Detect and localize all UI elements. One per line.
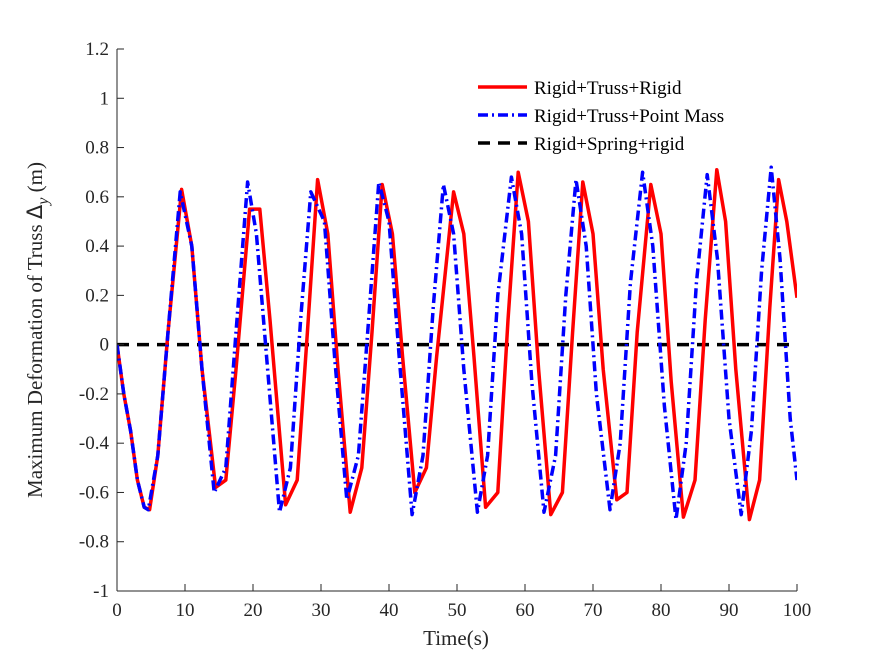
y-tick-label: -0.8 [79, 532, 109, 553]
y-tick-label: 0.8 [85, 138, 109, 159]
legend-label-3: Rigid+Spring+rigid [534, 134, 685, 155]
y-axis-title-subscript: y [35, 197, 52, 207]
x-tick-label: 20 [244, 600, 263, 621]
y-tick-label: -0.6 [79, 482, 109, 503]
x-tick-label: 0 [112, 600, 122, 621]
legend-label-1: Rigid+Truss+Rigid [534, 78, 682, 99]
y-tick-label: 0.2 [85, 285, 109, 306]
x-tick-label: 80 [652, 600, 671, 621]
x-tick-label: 30 [312, 600, 331, 621]
x-axis-title: Time(s) [423, 626, 489, 650]
y-tick-label: 1 [100, 88, 110, 109]
y-tick-label: 1.2 [85, 39, 109, 60]
x-tick-label: 60 [516, 600, 535, 621]
plot-area [117, 165, 797, 522]
legend-label-2: Rigid+Truss+Point Mass [534, 106, 724, 127]
y-tick-label: -1 [93, 581, 109, 602]
x-tick-label: 100 [783, 600, 812, 621]
y-axis-title-text: Maximum Deformation of Truss [23, 219, 47, 498]
y-tick-label: 0 [100, 335, 110, 356]
y-tick-label: 0.4 [85, 236, 109, 257]
tick-labels: 0 10 20 30 40 50 60 70 80 90 100-1-0.8-0.6-0.4-0.2… [79, 39, 811, 621]
x-tick-label: 50 [448, 600, 467, 621]
x-tick-label: 70 [584, 600, 603, 621]
axes [116, 48, 798, 592]
y-tick-label: 0.6 [85, 187, 109, 208]
y-axis-title-delta: Δ [23, 204, 47, 219]
series-line-2 [117, 165, 797, 522]
y-axis-title-unit: (m) [23, 162, 47, 198]
x-tick-label: 90 [720, 600, 739, 621]
y-tick-label: -0.2 [79, 384, 109, 405]
x-tick-label: 10 [176, 600, 195, 621]
x-tick-label: 40 [380, 600, 399, 621]
y-axis-title: Maximum Deformation of Truss Δy (m) [23, 162, 52, 498]
legend: Rigid+Truss+Rigid Rigid+Truss+Point Mass R… [478, 78, 724, 155]
y-tick-label: -0.4 [79, 433, 110, 454]
